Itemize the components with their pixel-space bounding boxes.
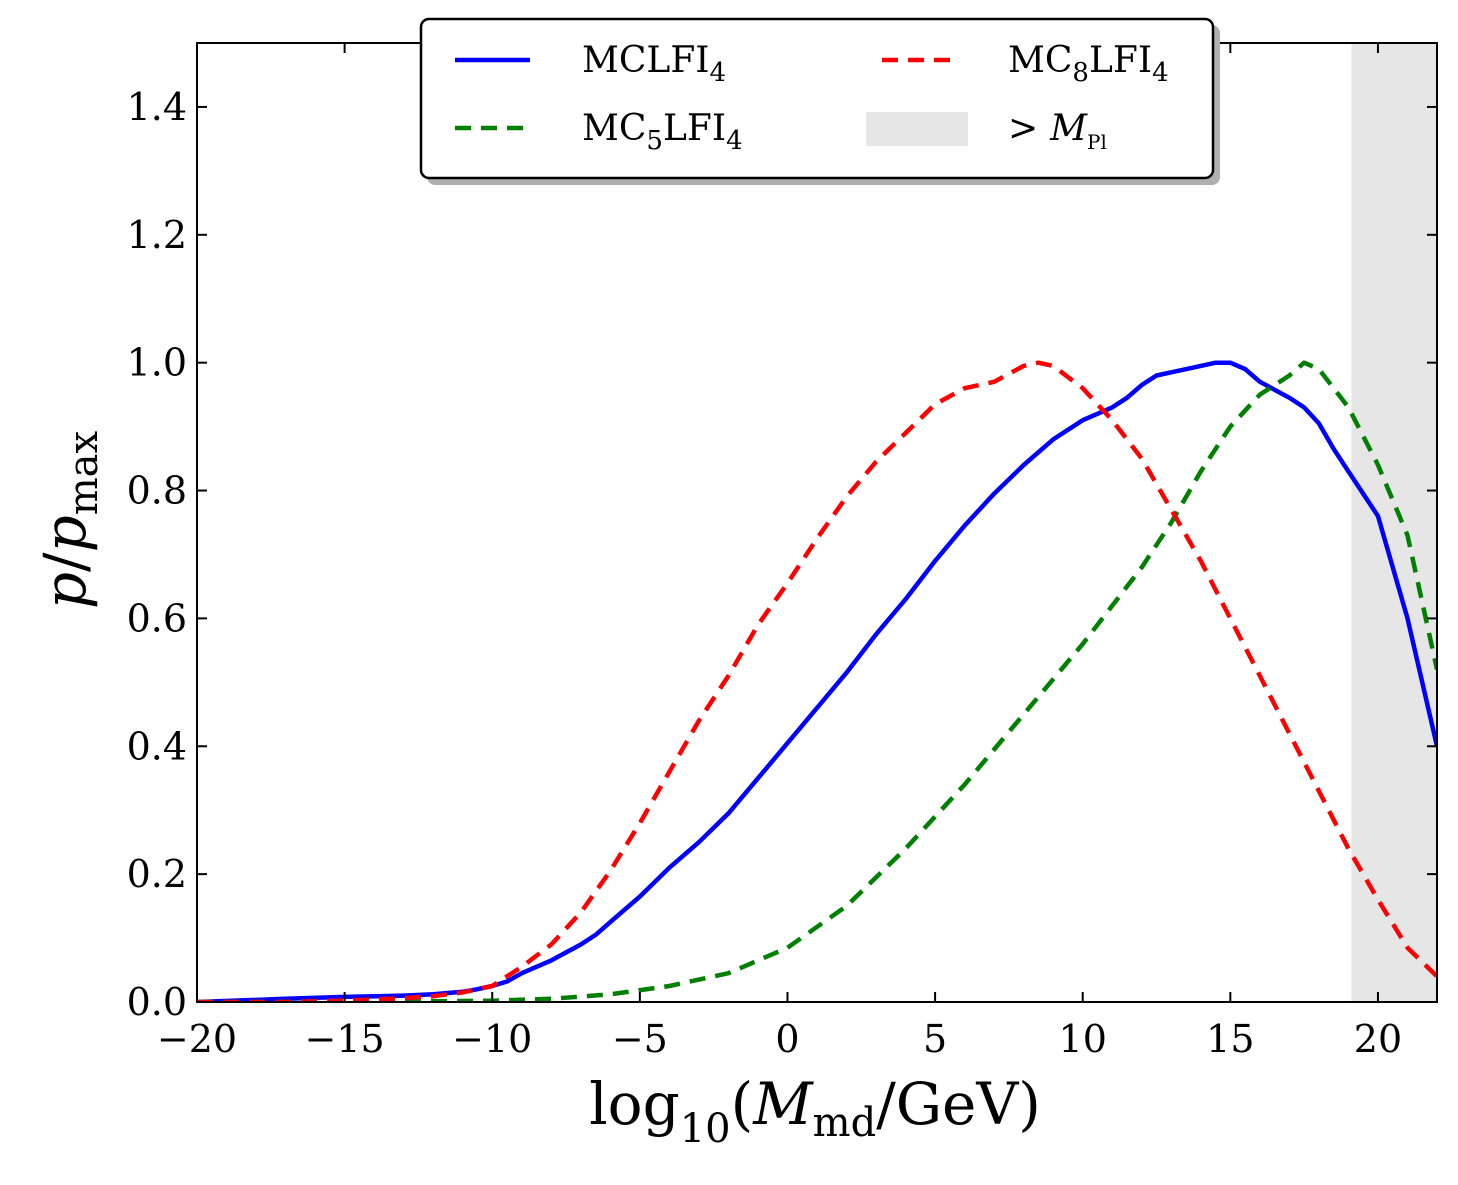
x-tick-label: 15 <box>1206 1017 1254 1061</box>
series-line-mclfi4 <box>197 360 1437 1002</box>
legend-label-mc5lfi4-pre: MC <box>582 108 646 149</box>
x-axis-title: log10(Mmd/GeV) <box>589 1070 1041 1152</box>
planck-mass-shaded-region <box>1351 43 1437 1002</box>
x-tick-label: 5 <box>923 1017 947 1061</box>
legend-label-mc8lfi4-main: LFI <box>1089 40 1152 81</box>
legend-label-mc5lfi4-sub: 4 <box>726 126 743 156</box>
y-axis-title-sub: max <box>61 430 107 515</box>
legend-label-mc8lfi4-pre-sub: 8 <box>1072 58 1089 88</box>
y-tick-label: 0.8 <box>127 469 187 513</box>
y-tick-label: 1.2 <box>127 213 187 257</box>
x-tick-label: 20 <box>1354 1017 1402 1061</box>
series-line-mc8lfi4 <box>197 360 1437 1002</box>
legend-label-planck-var: M <box>1049 108 1088 149</box>
legend-label-mc5lfi4-main: LFI <box>663 108 726 149</box>
x-axis-title-open-paren: ( <box>731 1070 754 1138</box>
legend-label-mclfi4-sub: 4 <box>710 58 727 88</box>
legend-label-mclfi4: MCLFI4 <box>582 40 726 88</box>
x-tick-label: −20 <box>157 1017 237 1061</box>
legend-label-planck-prefix: > <box>1008 108 1038 149</box>
x-axis-title-log: log <box>589 1070 680 1138</box>
x-tick-label: −15 <box>305 1017 385 1061</box>
series-line-mc5lfi4 <box>197 360 1437 1002</box>
y-tick-labels: 0.0 0.2 0.4 0.6 0.8 1.0 1.2 1.4 <box>127 85 187 1024</box>
y-axis-title-p2: p <box>31 515 99 552</box>
y-axis-title-p: p <box>31 572 99 609</box>
y-tick-label: 0.0 <box>127 980 187 1024</box>
legend-label-mc5lfi4-pre-sub: 5 <box>646 126 663 156</box>
legend-swatch-planck-region <box>866 112 968 146</box>
x-axis-title-var: M <box>752 1070 814 1138</box>
x-tick-label: −5 <box>612 1017 668 1061</box>
legend-label-mc8lfi4: MC8LFI4 <box>1008 40 1169 88</box>
x-axis-title-unit: /GeV) <box>876 1070 1041 1138</box>
legend-label-mclfi4-main: MCLFI <box>582 40 710 81</box>
x-tick-label: 0 <box>775 1017 799 1061</box>
legend-label-planck-sub: Pl <box>1087 130 1107 154</box>
y-axis-title-slash: / <box>31 552 99 572</box>
legend-box <box>419 17 1215 180</box>
y-tick-label: 1.4 <box>127 85 187 129</box>
x-tick-label: −10 <box>452 1017 532 1061</box>
legend-label-mc8lfi4-sub: 4 <box>1152 58 1169 88</box>
x-tick-labels: −20 −15 −10 −5 0 5 10 15 20 <box>157 1017 1402 1061</box>
y-tick-label: 0.6 <box>127 596 187 640</box>
legend-label-mc5lfi4: MC5LFI4 <box>582 108 743 156</box>
x-axis-title-var-sub: md <box>813 1100 877 1146</box>
y-tick-label: 1.0 <box>127 341 187 385</box>
legend: MCLFI4 MC5LFI4 MC8LFI4 > MPl <box>419 17 1220 185</box>
shaded-region-rect <box>1351 43 1437 1002</box>
y-tick-label: 0.2 <box>127 852 187 896</box>
legend-label-mc8lfi4-pre: MC <box>1008 40 1072 81</box>
x-tick-label: 10 <box>1059 1017 1107 1061</box>
series-lines <box>197 360 1437 1002</box>
x-axis-title-log-base: 10 <box>680 1106 731 1152</box>
y-tick-label: 0.4 <box>127 724 187 768</box>
legend-label-planck-region: > MPl <box>1008 108 1107 154</box>
y-axis-title: p/pmax <box>31 430 107 609</box>
